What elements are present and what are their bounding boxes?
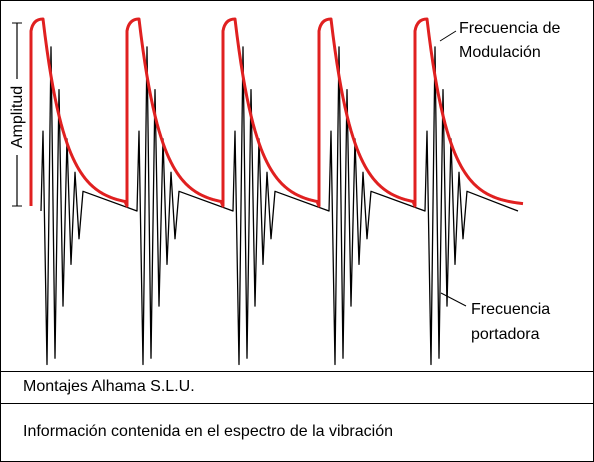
- figure: Amplitud Frecuencia de Modulación Frecue…: [6, 17, 560, 366]
- pointer-line: [439, 30, 457, 42]
- caption: Información contenida en el espectro de …: [23, 423, 393, 440]
- carrier-label: Frecuencia: [471, 301, 550, 318]
- modulation-envelope: [29, 17, 524, 208]
- label-background: [6, 79, 28, 155]
- waveforms: [29, 17, 524, 366]
- modulation-label: Frecuencia de: [459, 20, 560, 37]
- pointer-line: [440, 292, 467, 307]
- carrier-label: portadora: [471, 326, 540, 343]
- company-row: Montajes Alhama S.L.U.: [1, 371, 593, 403]
- axis-label: Amplitud: [9, 86, 26, 148]
- company: Montajes Alhama S.L.U.: [23, 378, 195, 395]
- modulation-label: Modulación: [459, 44, 541, 61]
- carrier-wave: [40, 46, 519, 366]
- caption-row: Información contenida en el espectro de …: [1, 403, 593, 461]
